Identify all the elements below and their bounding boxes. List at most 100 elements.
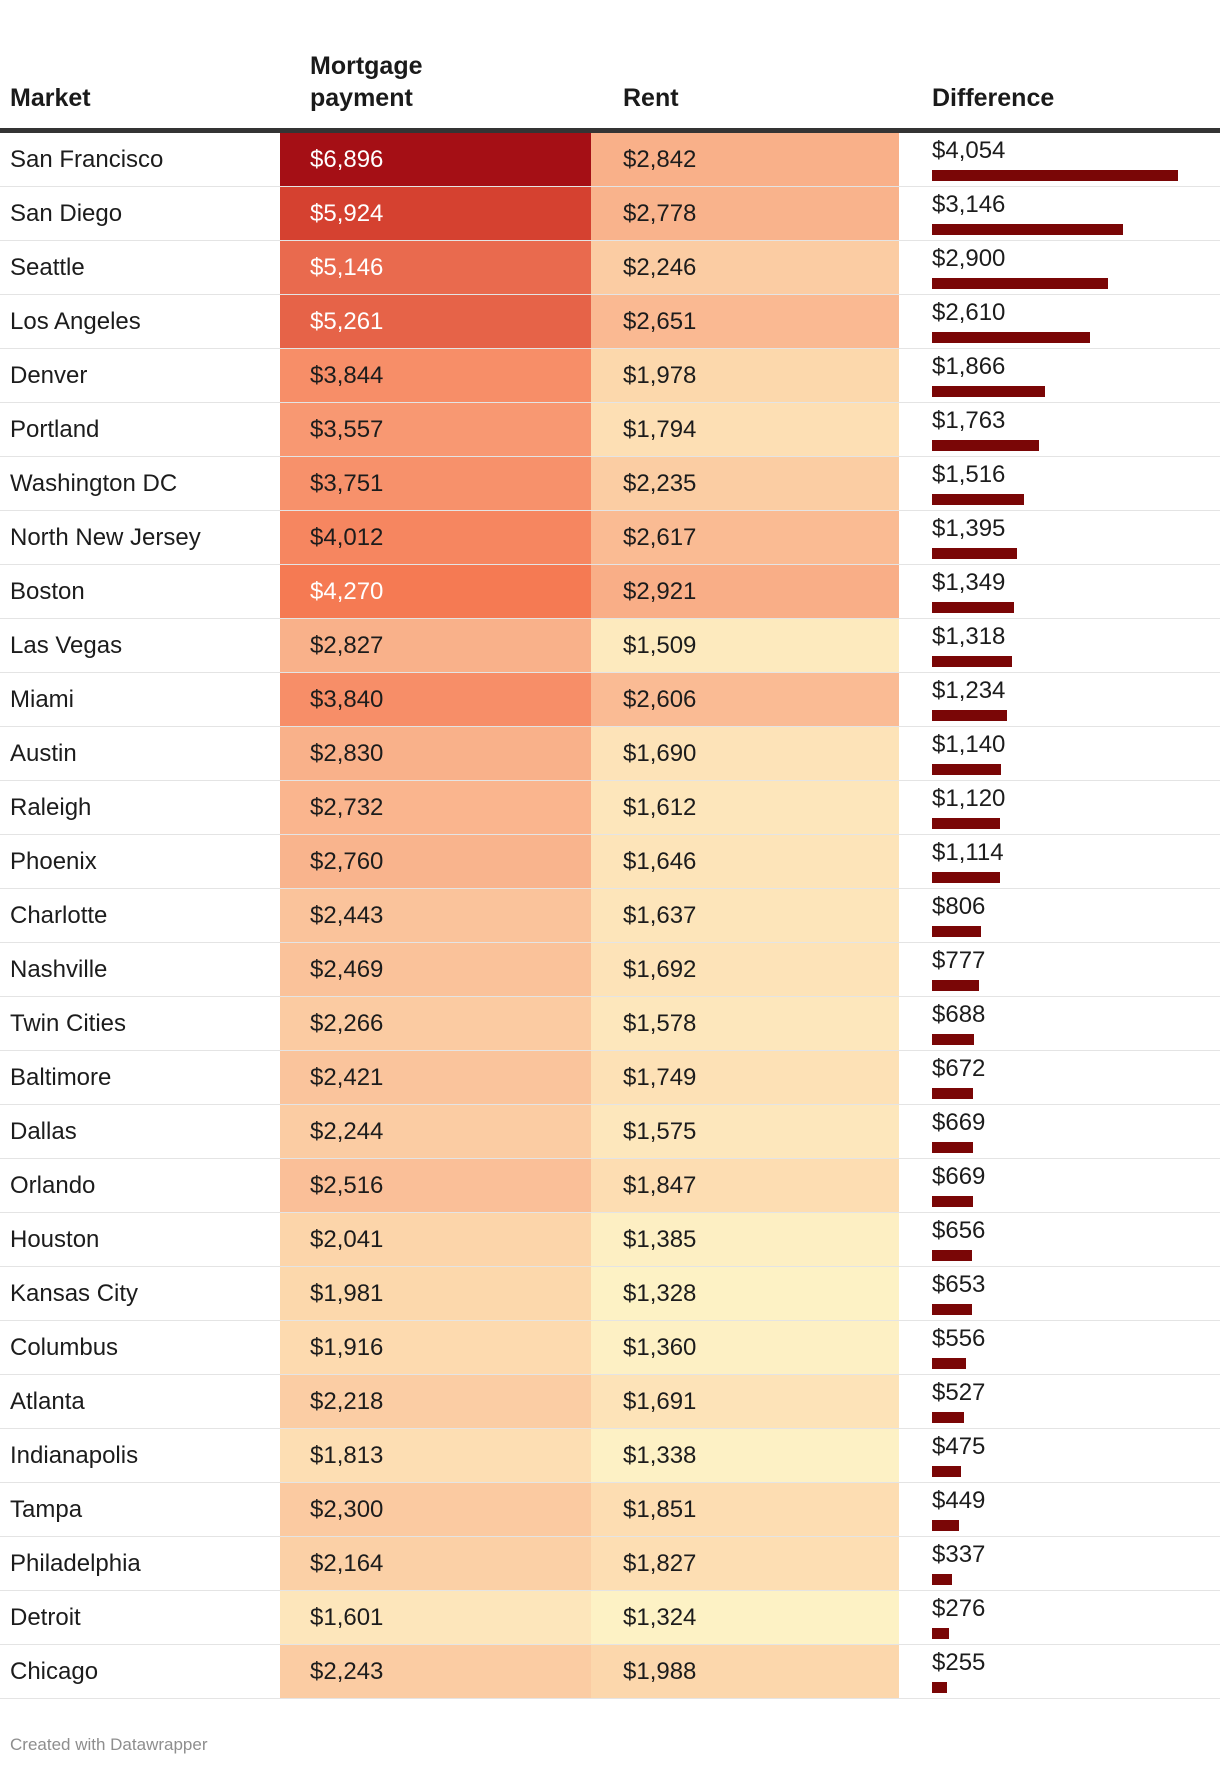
table-row: Orlando $2,516 $1,847 $669 [0, 1159, 1220, 1213]
difference-bar [932, 1142, 973, 1153]
mortgage-payment-cell: $6,896 [280, 133, 591, 186]
table-row: Raleigh $2,732 $1,612 $1,120 [0, 781, 1220, 835]
header-market: Market [0, 82, 280, 114]
difference-cell: $656 [899, 1213, 1220, 1266]
difference-bar [932, 224, 1123, 235]
difference-value: $1,395 [932, 515, 1006, 542]
difference-bar [932, 980, 979, 991]
difference-cell: $669 [899, 1159, 1220, 1212]
difference-cell: $527 [899, 1375, 1220, 1428]
mortgage-payment-cell: $4,270 [280, 565, 591, 618]
table-row: Miami $3,840 $2,606 $1,234 [0, 673, 1220, 727]
difference-bar [932, 656, 1012, 667]
difference-bar [932, 332, 1090, 343]
difference-bar [932, 1628, 949, 1639]
table-row: Atlanta $2,218 $1,691 $527 [0, 1375, 1220, 1429]
market-cell: Indianapolis [10, 1441, 139, 1469]
difference-cell: $449 [899, 1483, 1220, 1536]
market-cell: Seattle [10, 253, 85, 281]
rent-cell: $2,921 [591, 565, 899, 618]
difference-bar [932, 818, 1000, 829]
difference-bar [932, 872, 1000, 883]
table-row: Phoenix $2,760 $1,646 $1,114 [0, 835, 1220, 889]
table-row: Houston $2,041 $1,385 $656 [0, 1213, 1220, 1267]
difference-value: $669 [932, 1163, 986, 1190]
difference-cell: $3,146 [899, 187, 1220, 240]
rent-cell: $1,691 [591, 1375, 899, 1428]
datawrapper-credit-link[interactable]: Created with Datawrapper [10, 1735, 208, 1754]
market-cell: Dallas [10, 1117, 77, 1145]
difference-bar [932, 278, 1108, 289]
difference-bar [932, 1574, 952, 1585]
difference-value: $276 [932, 1595, 986, 1622]
difference-value: $1,114 [932, 839, 1004, 866]
rent-cell: $2,778 [591, 187, 899, 240]
mortgage-payment-cell: $2,469 [280, 943, 591, 996]
difference-bar [932, 1196, 973, 1207]
header-difference: Difference [899, 82, 1220, 114]
rent-cell: $1,794 [591, 403, 899, 456]
table-row: Twin Cities $2,266 $1,578 $688 [0, 997, 1220, 1051]
difference-cell: $556 [899, 1321, 1220, 1374]
table-row: Seattle $5,146 $2,246 $2,900 [0, 241, 1220, 295]
mortgage-payment-cell: $2,516 [280, 1159, 591, 1212]
rent-cell: $1,749 [591, 1051, 899, 1104]
difference-value: $1,866 [932, 353, 1006, 380]
mortgage-payment-cell: $3,840 [280, 673, 591, 726]
rent-cell: $1,847 [591, 1159, 899, 1212]
market-cell: Orlando [10, 1171, 96, 1199]
table-row: Philadelphia $2,164 $1,827 $337 [0, 1537, 1220, 1591]
table-row: Portland $3,557 $1,794 $1,763 [0, 403, 1220, 457]
difference-cell: $1,140 [899, 727, 1220, 780]
table-row: Detroit $1,601 $1,324 $276 [0, 1591, 1220, 1645]
difference-value: $672 [932, 1055, 986, 1082]
difference-value: $1,120 [932, 785, 1006, 812]
difference-value: $1,140 [932, 731, 1006, 758]
difference-cell: $688 [899, 997, 1220, 1050]
market-cell: Philadelphia [10, 1549, 141, 1577]
market-cell: Baltimore [10, 1063, 112, 1091]
market-cell: Twin Cities [10, 1009, 127, 1037]
market-cell: Tampa [10, 1495, 83, 1523]
rent-cell: $2,606 [591, 673, 899, 726]
difference-cell: $806 [899, 889, 1220, 942]
mortgage-payment-cell: $2,760 [280, 835, 591, 888]
header-divider-rule [0, 128, 1220, 133]
difference-bar [932, 1034, 974, 1045]
table-row: San Francisco $6,896 $2,842 $4,054 [0, 133, 1220, 187]
header-difference-label: Difference [932, 84, 1055, 112]
difference-bar [932, 494, 1024, 505]
mortgage-payment-cell: $2,243 [280, 1645, 591, 1698]
market-cell: Atlanta [10, 1387, 85, 1415]
difference-bar [932, 1412, 964, 1423]
rent-cell: $1,360 [591, 1321, 899, 1374]
mortgage-payment-cell: $2,421 [280, 1051, 591, 1104]
table-row: Baltimore $2,421 $1,749 $672 [0, 1051, 1220, 1105]
mortgage-payment-cell: $1,916 [280, 1321, 591, 1374]
table-row: Columbus $1,916 $1,360 $556 [0, 1321, 1220, 1375]
table-header: Market Mortgage payment Rent Difference [0, 0, 1220, 128]
difference-value: $556 [932, 1325, 986, 1352]
difference-bar [932, 1520, 959, 1531]
header-mortgage-payment: Mortgage payment [280, 50, 591, 114]
table-row: Las Vegas $2,827 $1,509 $1,318 [0, 619, 1220, 673]
table-row: Kansas City $1,981 $1,328 $653 [0, 1267, 1220, 1321]
table-row: Washington DC $3,751 $2,235 $1,516 [0, 457, 1220, 511]
mortgage-payment-cell: $4,012 [280, 511, 591, 564]
rent-cell: $2,842 [591, 133, 899, 186]
difference-bar [932, 1358, 966, 1369]
table-row: Boston $4,270 $2,921 $1,349 [0, 565, 1220, 619]
mortgage-payment-cell: $2,830 [280, 727, 591, 780]
difference-cell: $1,866 [899, 349, 1220, 402]
difference-bar [932, 440, 1039, 451]
difference-cell: $672 [899, 1051, 1220, 1104]
difference-value: $2,900 [932, 245, 1006, 272]
rent-cell: $1,851 [591, 1483, 899, 1536]
rent-cell: $2,246 [591, 241, 899, 294]
table-body: San Francisco $6,896 $2,842 $4,054 San D… [0, 133, 1220, 1699]
difference-bar [932, 1088, 973, 1099]
market-cell: Las Vegas [10, 631, 123, 659]
difference-cell: $1,234 [899, 673, 1220, 726]
difference-cell: $1,516 [899, 457, 1220, 510]
mortgage-payment-cell: $3,844 [280, 349, 591, 402]
